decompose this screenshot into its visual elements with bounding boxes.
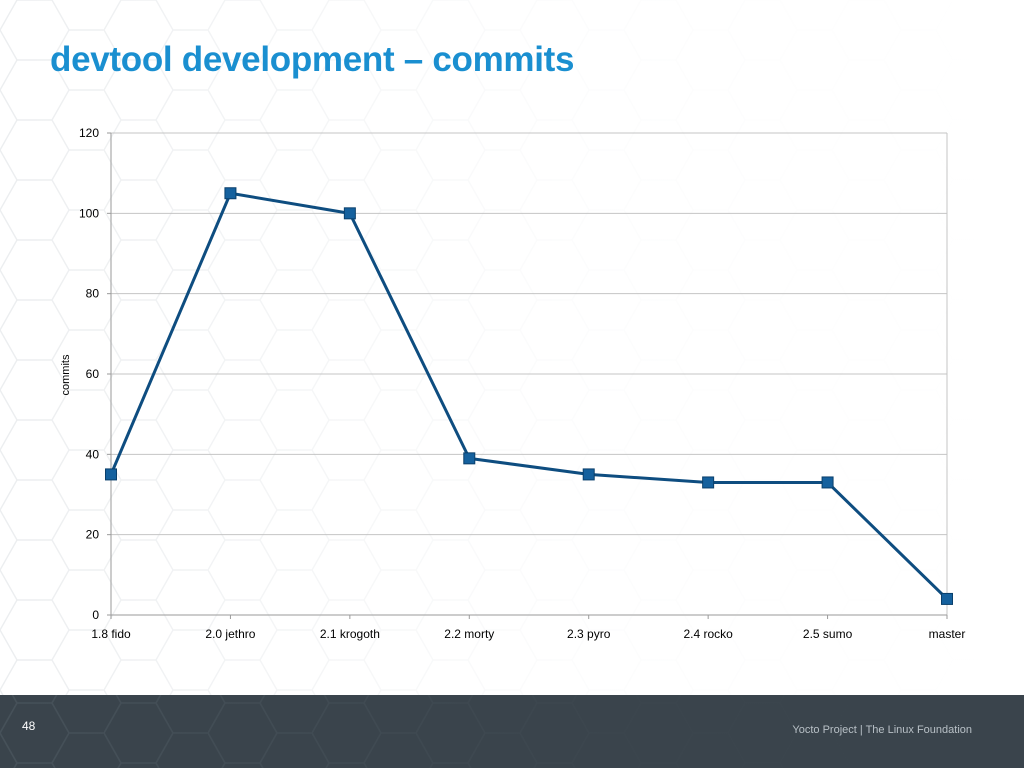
data-point: [582, 468, 595, 481]
data-point: [821, 476, 834, 489]
data-point: [463, 452, 476, 465]
y-tick-label: 0: [92, 608, 99, 622]
x-tick-label: 2.0 jethro: [205, 627, 255, 641]
footer-bar: 48 Yocto Project | The Linux Foundation: [0, 695, 1024, 768]
commits-line-chart: 0 20 40 60 80 100 120 1.8 fido 2.0 jethro 2.1 kr…: [60, 126, 965, 641]
x-tick-label: 2.4 rocko: [683, 627, 733, 641]
x-tick-label: master: [929, 627, 966, 641]
x-tick-label: 2.5 sumo: [803, 627, 853, 641]
footer-hexagon-pattern: [0, 695, 1024, 768]
slide-title: devtool development – commits: [50, 40, 575, 79]
y-tick-label: 20: [86, 528, 100, 542]
series-line: [109, 191, 949, 601]
y-tick-label: 100: [79, 206, 99, 220]
x-tick-labels: 1.8 fido 2.0 jethro 2.1 krogoth 2.2 morty 2.…: [91, 627, 965, 641]
x-tick-label: 1.8 fido: [91, 627, 131, 641]
series-commits: [109, 191, 949, 601]
data-point: [343, 207, 356, 220]
y-tick-label: 80: [86, 287, 100, 301]
chart-axes: [107, 132, 948, 619]
x-tick-label: 2.3 pyro: [567, 627, 611, 641]
data-point: [702, 476, 715, 489]
x-tick-label: 2.2 morty: [444, 627, 494, 641]
series-markers: [105, 187, 953, 605]
y-tick-labels: 0 20 40 60 80 100 120: [79, 126, 99, 622]
y-axis-label: commits: [60, 354, 72, 395]
data-point: [105, 468, 117, 481]
slide-number: 48: [22, 719, 36, 733]
data-point: [224, 187, 237, 200]
x-tick-label: 2.1 krogoth: [320, 627, 380, 641]
y-tick-label: 120: [79, 126, 99, 140]
hexagon-background-pattern: [0, 0, 1024, 695]
y-tick-label: 60: [86, 367, 100, 381]
footer-credit: Yocto Project | The Linux Foundation: [792, 724, 972, 736]
data-point: [941, 592, 953, 605]
chart-gridlines: [111, 132, 948, 615]
y-tick-label: 40: [86, 447, 100, 461]
